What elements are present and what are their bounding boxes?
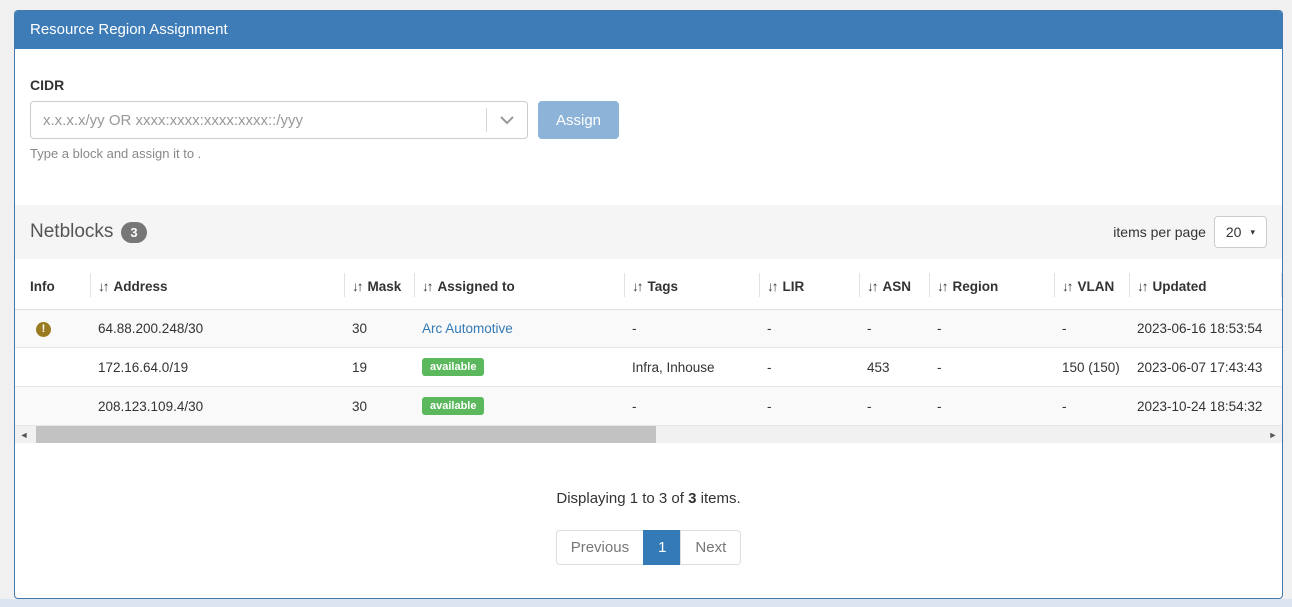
items-per-page-value: 20 bbox=[1225, 224, 1242, 240]
cell-region: - bbox=[929, 309, 1054, 348]
column-header-mask[interactable]: ↓↑ Mask bbox=[344, 259, 414, 310]
cell-updated: 2023-06-16 18:53:54 bbox=[1129, 309, 1282, 348]
sort-icon[interactable]: ↓↑ bbox=[867, 279, 878, 294]
cell-lir: - bbox=[759, 386, 859, 426]
scrollbar-thumb[interactable] bbox=[36, 426, 656, 443]
caret-down-icon: ▾ bbox=[1250, 226, 1255, 237]
netblocks-title: Netblocks bbox=[30, 221, 114, 242]
cell-tags: - bbox=[624, 386, 759, 426]
column-header-assigned-to[interactable]: ↓↑ Assigned to bbox=[414, 259, 624, 310]
pagination-previous[interactable]: Previous bbox=[555, 530, 645, 565]
assign-button[interactable]: Assign bbox=[538, 101, 620, 139]
cell-mask: 30 bbox=[344, 309, 414, 348]
cell-address: 172.16.64.0/19 bbox=[90, 347, 344, 387]
panel-title: Resource Region Assignment bbox=[15, 11, 1282, 49]
cell-asn: - bbox=[859, 386, 929, 426]
column-header-region[interactable]: ↓↑ Region bbox=[929, 259, 1054, 310]
cell-region: - bbox=[929, 347, 1054, 387]
cell-tags: - bbox=[624, 309, 759, 348]
column-header-updated[interactable]: ↓↑ Updated bbox=[1129, 259, 1282, 310]
column-header-lir[interactable]: ↓↑ LIR bbox=[759, 259, 859, 310]
netblocks-header-band: Netblocks 3 items per page 20 ▾ bbox=[15, 205, 1282, 259]
next-panel-edge bbox=[0, 599, 1292, 607]
horizontal-scrollbar[interactable]: ◄ ► bbox=[15, 426, 1282, 443]
netblocks-count-badge: 3 bbox=[121, 221, 147, 243]
scroll-left-icon[interactable]: ◄ bbox=[19, 429, 29, 440]
sort-icon[interactable]: ↓↑ bbox=[767, 279, 778, 294]
column-header-asn[interactable]: ↓↑ ASN bbox=[859, 259, 929, 310]
scroll-right-icon[interactable]: ► bbox=[1268, 429, 1278, 440]
items-per-page-select[interactable]: 20 ▾ bbox=[1213, 216, 1267, 248]
table-row: 172.16.64.0/19 19 available Infra, Inhou… bbox=[15, 347, 1282, 387]
netblocks-table: Info ↓↑ Address ↓↑ Mask ↓↑ Assigned to ↓↑ Ta… bbox=[15, 259, 1282, 426]
sort-icon[interactable]: ↓↑ bbox=[937, 279, 948, 294]
column-header-address[interactable]: ↓↑ Address bbox=[90, 259, 344, 310]
cell-mask: 30 bbox=[344, 386, 414, 426]
cell-updated: 2023-06-07 17:43:43 bbox=[1129, 347, 1282, 387]
cidr-input-wrap bbox=[30, 101, 528, 139]
cell-mask: 19 bbox=[344, 347, 414, 387]
cidr-helper-text: Type a block and assign it to . bbox=[30, 146, 202, 161]
pagination-next[interactable]: Next bbox=[680, 530, 742, 565]
results-summary: Displaying 1 to 3 of 3 items. bbox=[556, 490, 741, 507]
cell-region: - bbox=[929, 386, 1054, 426]
sort-icon[interactable]: ↓↑ bbox=[98, 279, 109, 294]
pagination-page-1[interactable]: 1 bbox=[643, 530, 682, 565]
cidr-label: CIDR bbox=[30, 77, 65, 93]
cell-vlan: - bbox=[1054, 386, 1129, 426]
input-divider bbox=[486, 108, 487, 132]
table-header-row: Info ↓↑ Address ↓↑ Mask ↓↑ Assigned to ↓↑ Ta… bbox=[15, 259, 1282, 310]
cell-lir: - bbox=[759, 309, 859, 348]
pagination: Previous 1 Next bbox=[555, 530, 742, 565]
table-row: ! 64.88.200.248/30 30 Arc Automotive - -… bbox=[15, 309, 1282, 348]
cidr-input[interactable] bbox=[31, 111, 486, 129]
sort-icon[interactable]: ↓↑ bbox=[1062, 279, 1073, 294]
status-badge: available bbox=[422, 358, 485, 376]
table-row: 208.123.109.4/30 30 available - - - - - … bbox=[15, 386, 1282, 426]
sort-icon[interactable]: ↓↑ bbox=[632, 279, 643, 294]
scrollbar-track[interactable] bbox=[33, 426, 1264, 443]
cell-lir: - bbox=[759, 347, 859, 387]
cell-asn: 453 bbox=[859, 347, 929, 387]
cell-updated: 2023-10-24 18:54:32 bbox=[1129, 386, 1282, 426]
cell-vlan: 150 (150) bbox=[1054, 347, 1129, 387]
cell-vlan: - bbox=[1054, 309, 1129, 348]
status-badge: available bbox=[422, 397, 485, 415]
cell-asn: - bbox=[859, 309, 929, 348]
cell-address: 64.88.200.248/30 bbox=[90, 309, 344, 348]
sort-icon[interactable]: ↓↑ bbox=[352, 279, 363, 294]
resource-region-panel: Resource Region Assignment CIDR Assign T… bbox=[14, 10, 1283, 599]
column-header-tags[interactable]: ↓↑ Tags bbox=[624, 259, 759, 310]
sort-icon[interactable]: ↓↑ bbox=[422, 279, 433, 294]
items-per-page-label: items per page bbox=[1113, 224, 1206, 240]
column-header-info: Info bbox=[15, 259, 90, 310]
chevron-down-icon[interactable] bbox=[487, 115, 527, 125]
column-header-vlan[interactable]: ↓↑ VLAN bbox=[1054, 259, 1129, 310]
info-exclamation-icon[interactable]: ! bbox=[36, 322, 51, 337]
cidr-form: CIDR Assign Type a block and assign it t… bbox=[15, 49, 1282, 205]
assigned-to-link[interactable]: Arc Automotive bbox=[422, 321, 513, 336]
cell-tags: Infra, Inhouse bbox=[624, 347, 759, 387]
sort-icon[interactable]: ↓↑ bbox=[1137, 279, 1148, 294]
cell-address: 208.123.109.4/30 bbox=[90, 386, 344, 426]
